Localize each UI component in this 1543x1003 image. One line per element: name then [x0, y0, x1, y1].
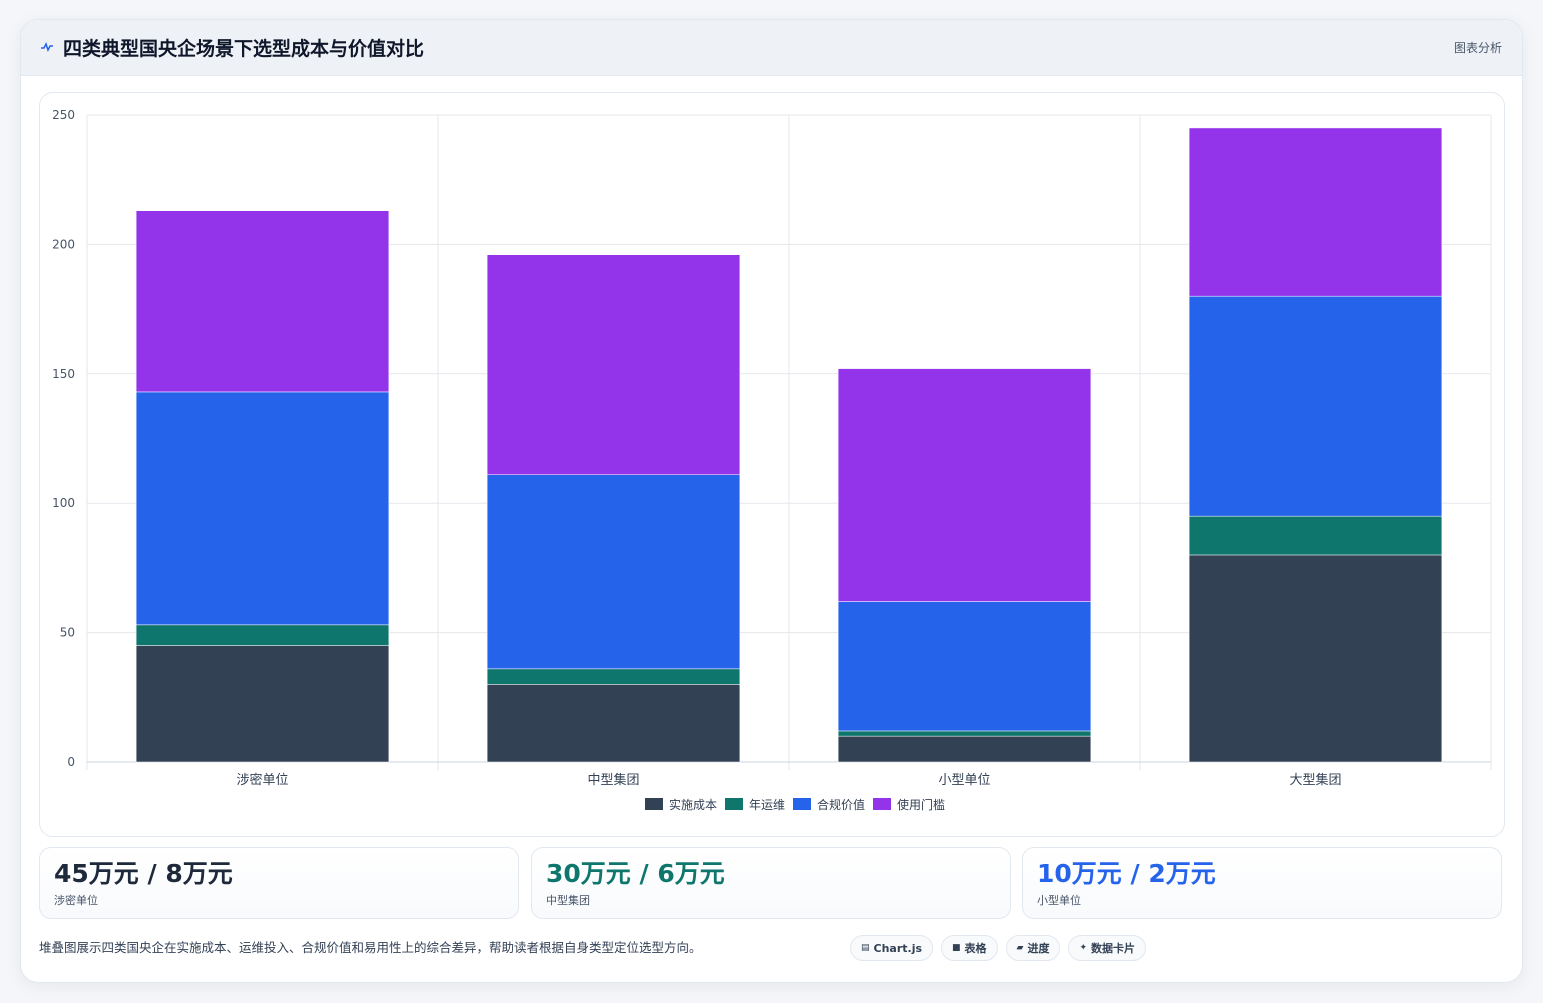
page-title: 四类典型国央企场景下选型成本与价值对比 [63, 38, 425, 60]
legend-swatch [873, 798, 891, 810]
pill-label: Chart.js [873, 941, 923, 955]
legend-swatch [793, 798, 811, 810]
legend-swatch [725, 798, 743, 810]
progress-icon: ▰ [1016, 943, 1024, 953]
tag-pills: ▤ Chart.js ■ 表格 ▰ 进度 ✦ 数据卡片 [850, 935, 1147, 961]
bar-segment [837, 730, 1092, 737]
bar-segment [135, 391, 390, 626]
bar-segment [135, 645, 390, 763]
stat-cards: 45万元 / 8万元 涉密单位 30万元 / 6万元 中型集团 10万元 / 2… [39, 847, 1505, 921]
chart-panel: 0 50 100 150 200 250 涉密单位 中型集团 小型单位 大型集团实施成本 年运维 合规… [39, 92, 1505, 837]
stat-value: 10万元 / 2万元 [1037, 859, 1216, 888]
pill-chartjs[interactable]: ▤ Chart.js [850, 935, 934, 961]
bar-segment [135, 210, 390, 393]
card-header: 四类典型国央企场景下选型成本与价值对比 图表分析 [21, 20, 1522, 76]
pill-label: 表格 [964, 942, 987, 955]
chart-card: 四类典型国央企场景下选型成本与价值对比 图表分析 0 50 100 150 200 250… [20, 19, 1523, 983]
y-tick-label: 100 [52, 496, 75, 510]
y-tick-label: 50 [60, 626, 75, 640]
y-tick-label: 0 [67, 755, 75, 769]
stat-value: 30万元 / 6万元 [546, 859, 725, 888]
bar-segment [1188, 515, 1443, 556]
stat-label: 小型单位 [1037, 894, 1081, 907]
legend-label: 年运维 [749, 798, 785, 812]
x-tick-label: 涉密单位 [236, 772, 288, 788]
stat-label: 涉密单位 [54, 894, 98, 907]
x-tick-label: 小型单位 [938, 773, 990, 788]
bar-segment [486, 684, 741, 763]
stat-card-small-unit: 10万元 / 2万元 小型单位 [1022, 847, 1502, 919]
stat-card-classified: 45万元 / 8万元 涉密单位 [39, 847, 519, 919]
x-tick-label: 中型集团 [587, 772, 639, 788]
bar-segment [486, 668, 741, 685]
pill-progress[interactable]: ▰ 进度 [1005, 935, 1061, 961]
bar-segment [486, 254, 741, 475]
bar-segment [837, 735, 1092, 763]
bar-segment [837, 368, 1092, 602]
header-left: 四类典型国央企场景下选型成本与价值对比 [41, 34, 424, 61]
legend-label: 实施成本 [669, 797, 717, 812]
stat-label: 中型集团 [546, 894, 590, 907]
pill-label: 数据卡片 [1091, 942, 1136, 955]
table-icon: ■ [952, 943, 961, 953]
y-tick-label: 150 [52, 367, 75, 381]
legend-label: 使用门槛 [897, 797, 945, 812]
pill-label: 进度 [1027, 942, 1050, 955]
bar-segment [837, 601, 1092, 732]
bar-segment [486, 474, 741, 670]
x-tick-label: 大型集团 [1289, 772, 1341, 788]
legend-label: 合规价值 [817, 797, 865, 812]
bar-segment [1188, 295, 1443, 517]
pill-table[interactable]: ■ 表格 [941, 935, 998, 961]
legend-swatch [645, 798, 663, 810]
activity-icon [41, 40, 55, 56]
stat-card-medium-group: 30万元 / 6万元 中型集团 [531, 847, 1011, 919]
y-tick-label: 250 [52, 108, 75, 122]
chart-description: 堆叠图展示四类国央企在实施成本、运维投入、合规价值和易用性上的综合差异，帮助读者… [39, 940, 702, 955]
bar-segment [135, 624, 390, 646]
bar-segment [1188, 127, 1443, 297]
y-tick-label: 200 [52, 237, 75, 251]
bar-segment [1188, 554, 1443, 763]
chart-icon: ▤ [861, 943, 870, 953]
pill-data-card[interactable]: ✦ 数据卡片 [1068, 935, 1147, 961]
sparkle-icon: ✦ [1079, 943, 1088, 953]
chart-analysis-link[interactable]: 图表分析 [1453, 41, 1502, 55]
stat-value: 45万元 / 8万元 [54, 859, 233, 888]
